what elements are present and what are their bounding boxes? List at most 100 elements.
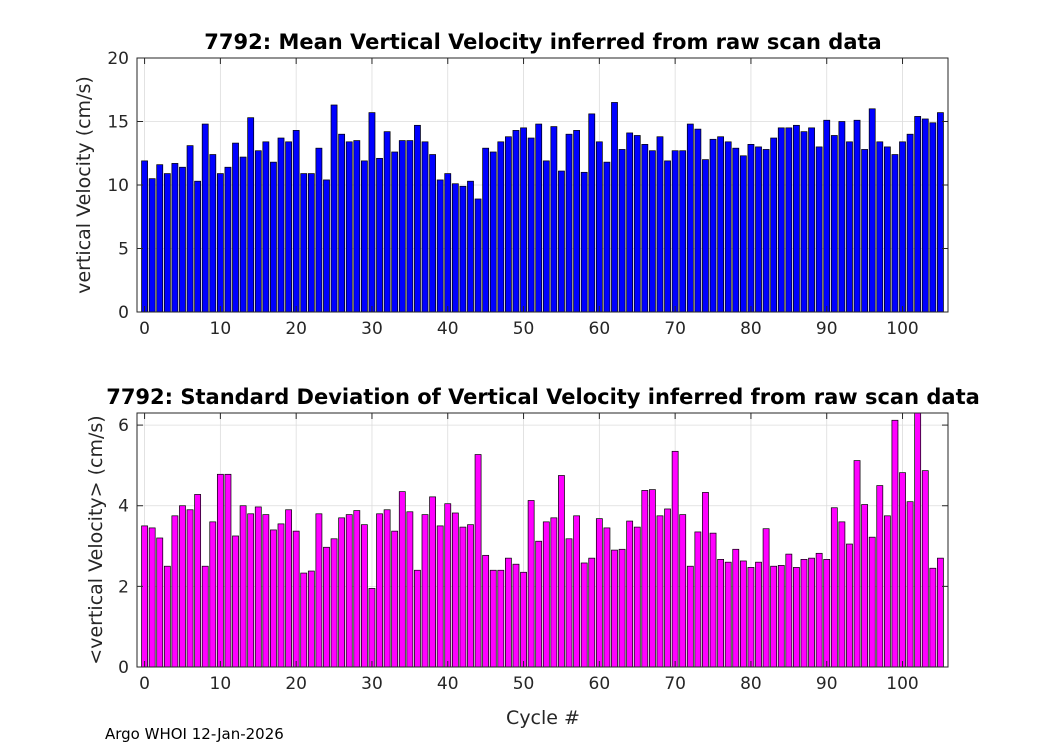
bar xyxy=(551,127,557,312)
bar xyxy=(589,558,595,667)
bar xyxy=(172,163,178,312)
bar xyxy=(937,558,943,667)
x-tick-label: 50 xyxy=(513,319,535,339)
bar xyxy=(323,547,329,667)
bar xyxy=(718,137,724,312)
bar xyxy=(354,511,360,667)
bar xyxy=(755,147,761,312)
bar xyxy=(634,527,640,667)
bar xyxy=(574,130,580,312)
bar xyxy=(809,558,815,667)
bar xyxy=(361,161,367,312)
bar xyxy=(248,118,254,312)
y-tick-label: 0 xyxy=(118,303,129,323)
x-tick-label: 100 xyxy=(886,674,918,694)
bar xyxy=(460,527,466,667)
bar xyxy=(270,162,276,312)
bar xyxy=(339,134,345,312)
bar xyxy=(642,144,648,312)
bar xyxy=(854,461,860,667)
bar xyxy=(475,199,481,312)
y-tick-label: 15 xyxy=(107,113,129,133)
bar xyxy=(225,474,231,667)
bar xyxy=(179,506,185,667)
bar xyxy=(536,541,542,667)
bar xyxy=(407,141,413,312)
bar xyxy=(490,152,496,312)
bar xyxy=(922,119,928,312)
bar xyxy=(293,130,299,312)
bar xyxy=(862,505,868,667)
bar xyxy=(733,549,739,667)
bar xyxy=(369,588,375,667)
bar xyxy=(771,138,777,312)
bar xyxy=(452,184,458,312)
bar xyxy=(680,515,686,667)
bar xyxy=(702,160,708,312)
x-tick-label: 70 xyxy=(664,674,686,694)
bar xyxy=(793,567,799,667)
bar xyxy=(399,141,405,312)
bar xyxy=(907,134,913,312)
bar xyxy=(937,113,943,312)
bar xyxy=(687,124,693,312)
bar xyxy=(445,174,451,312)
footer-credit: Argo WHOI 12-Jan-2026 xyxy=(105,725,284,743)
bar xyxy=(384,132,390,312)
bar xyxy=(551,518,557,667)
mean-velocity-chart: 0 10 20 30 40 50 60 70 80 90 100 0 5 10 15 20 7792: Mea… xyxy=(73,30,948,339)
bar xyxy=(839,122,845,313)
bar xyxy=(831,135,837,312)
bar xyxy=(202,566,208,667)
bar xyxy=(361,525,367,667)
bar xyxy=(604,162,610,312)
bar xyxy=(672,451,678,667)
bar xyxy=(521,572,527,667)
bar xyxy=(460,186,466,312)
bar xyxy=(604,528,610,667)
bar xyxy=(665,161,671,312)
y-tick-label: 0 xyxy=(118,658,129,678)
x-axis-label: Cycle # xyxy=(506,707,580,729)
bar xyxy=(771,566,777,667)
bar xyxy=(740,561,746,667)
x-tick-label: 0 xyxy=(139,319,150,339)
x-tick-label: 90 xyxy=(816,674,838,694)
bar xyxy=(263,515,269,667)
bar xyxy=(589,114,595,312)
bar xyxy=(596,519,602,667)
bar xyxy=(778,565,784,667)
bar xyxy=(240,157,246,312)
bar xyxy=(513,564,519,667)
bar xyxy=(164,566,170,667)
bar xyxy=(430,155,436,312)
bar xyxy=(725,142,731,312)
x-tick-label: 40 xyxy=(437,319,459,339)
bar xyxy=(240,506,246,667)
bar xyxy=(574,516,580,667)
bar xyxy=(869,109,875,312)
bar xyxy=(331,539,337,667)
bar xyxy=(142,526,148,667)
bar xyxy=(801,132,807,312)
bar xyxy=(217,174,223,312)
bar xyxy=(611,102,617,312)
bar xyxy=(331,105,337,312)
bar xyxy=(490,570,496,667)
bar xyxy=(323,180,329,312)
bar xyxy=(278,524,284,667)
bar xyxy=(528,500,534,667)
bar xyxy=(733,148,739,312)
x-tick-label: 80 xyxy=(740,319,762,339)
bar xyxy=(422,142,428,312)
x-tick-label: 40 xyxy=(437,674,459,694)
bar xyxy=(301,573,307,667)
y-axis-label: <vertical Velocity> (cm/s) xyxy=(85,415,107,664)
x-tick-label: 50 xyxy=(513,674,535,694)
bar xyxy=(392,531,398,667)
bar xyxy=(513,130,519,312)
bar xyxy=(611,550,617,667)
bar xyxy=(536,124,542,312)
bar xyxy=(816,147,822,312)
bar xyxy=(286,510,292,667)
